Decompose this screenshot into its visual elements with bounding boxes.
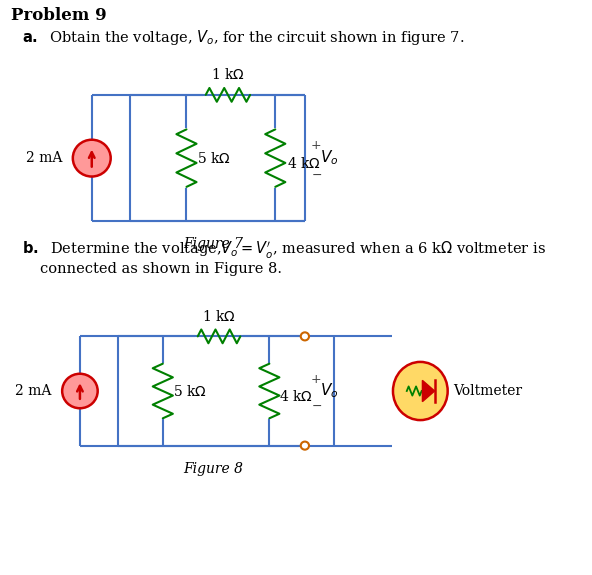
- Text: Voltmeter: Voltmeter: [453, 384, 522, 398]
- Text: $\mathbf{a.}$  Obtain the voltage, $V_o$, for the circuit shown in figure 7.: $\mathbf{a.}$ Obtain the voltage, $V_o$,…: [22, 28, 465, 47]
- Circle shape: [62, 374, 98, 408]
- Text: 4 k$\Omega$: 4 k$\Omega$: [287, 156, 321, 171]
- Text: 1 k$\Omega$: 1 k$\Omega$: [202, 309, 236, 324]
- Circle shape: [301, 442, 309, 450]
- Circle shape: [73, 140, 111, 177]
- Text: 1 k$\Omega$: 1 k$\Omega$: [211, 67, 245, 82]
- Text: $-$: $-$: [311, 399, 322, 412]
- Polygon shape: [423, 381, 435, 401]
- Text: 2 mA: 2 mA: [15, 384, 52, 398]
- Text: connected as shown in Figure 8.: connected as shown in Figure 8.: [40, 262, 282, 276]
- Text: Figure 7: Figure 7: [183, 237, 243, 251]
- Ellipse shape: [393, 362, 448, 420]
- Text: +: +: [311, 373, 321, 386]
- Text: 4 k$\Omega$: 4 k$\Omega$: [279, 389, 313, 404]
- Text: $V_o$: $V_o$: [320, 382, 338, 400]
- Text: 5 k$\Omega$: 5 k$\Omega$: [197, 151, 231, 166]
- Text: Figure 8: Figure 8: [183, 462, 243, 476]
- Circle shape: [301, 332, 309, 340]
- Text: $-$: $-$: [311, 168, 322, 181]
- Text: Problem 9: Problem 9: [11, 7, 107, 24]
- Text: +: +: [311, 139, 321, 152]
- Text: 2 mA: 2 mA: [26, 151, 62, 165]
- Text: 5 k$\Omega$: 5 k$\Omega$: [173, 384, 207, 398]
- Text: $V_o$: $V_o$: [320, 149, 338, 167]
- Text: $\mathbf{b.}$  Determine the voltage,$V_o = V_o^{\prime}$, measured when a 6 k$\: $\mathbf{b.}$ Determine the voltage,$V_o…: [22, 240, 546, 262]
